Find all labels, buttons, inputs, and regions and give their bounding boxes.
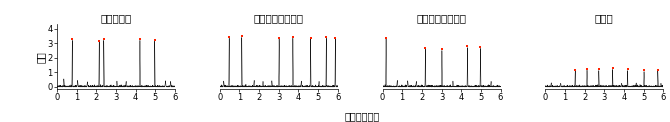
Y-axis label: 強度: 強度	[36, 51, 46, 63]
Title: 中年期（周期的）: 中年期（周期的）	[254, 14, 304, 24]
Title: 閉経後: 閉経後	[595, 14, 614, 24]
Text: 記録（時間）: 記録（時間）	[344, 111, 379, 121]
Title: 中年期（不規則）: 中年期（不規則）	[417, 14, 466, 24]
Title: 生殖適齢期: 生殖適齢期	[100, 14, 131, 24]
